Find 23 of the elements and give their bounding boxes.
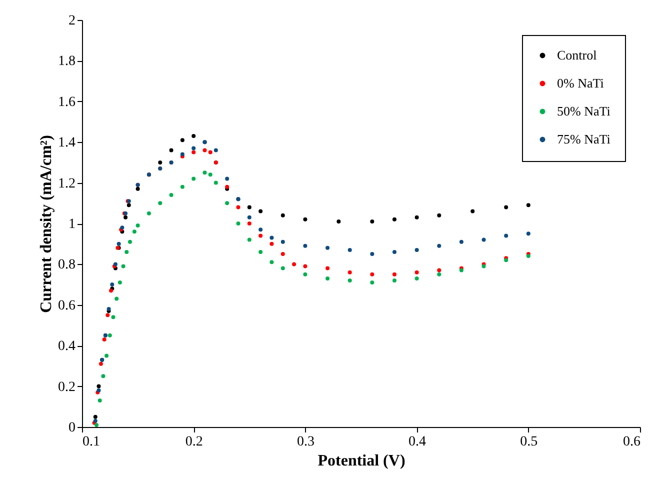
y-tick-label: 0.8 bbox=[58, 258, 76, 273]
y-tick-label: 0.4 bbox=[58, 339, 76, 354]
legend-label: 75% NaTi bbox=[557, 132, 611, 146]
x-tick-label: 0.4 bbox=[408, 434, 426, 450]
y-axis-title: Current density (mA/cm²) bbox=[38, 135, 55, 313]
y-tick-label: 1.8 bbox=[58, 54, 76, 70]
y-tick-label: 1.2 bbox=[58, 176, 76, 192]
x-tick-label: 0.5 bbox=[520, 434, 538, 450]
y-tick-label: 0 bbox=[68, 420, 76, 436]
y-tick-label: 1 bbox=[68, 217, 76, 232]
x-tick-label: 0.1 bbox=[82, 434, 100, 450]
y-tick-label: 1.6 bbox=[58, 94, 76, 110]
x-axis-title: Potential (V) bbox=[318, 452, 406, 470]
legend-label: 0% NaTi bbox=[557, 76, 604, 90]
y-tick-label: 0.6 bbox=[58, 298, 76, 314]
x-tick-label: 0.3 bbox=[296, 434, 314, 450]
x-tick-label: 0.6 bbox=[623, 434, 640, 450]
y-tick-label: 0.2 bbox=[58, 380, 76, 395]
y-tick-label: 2 bbox=[68, 14, 76, 28]
legend-label: Control bbox=[557, 48, 598, 62]
legend-label: 50% NaTi bbox=[557, 104, 611, 118]
x-tick-label: 0.2 bbox=[185, 434, 203, 450]
y-tick-label: 1.4 bbox=[58, 136, 76, 151]
